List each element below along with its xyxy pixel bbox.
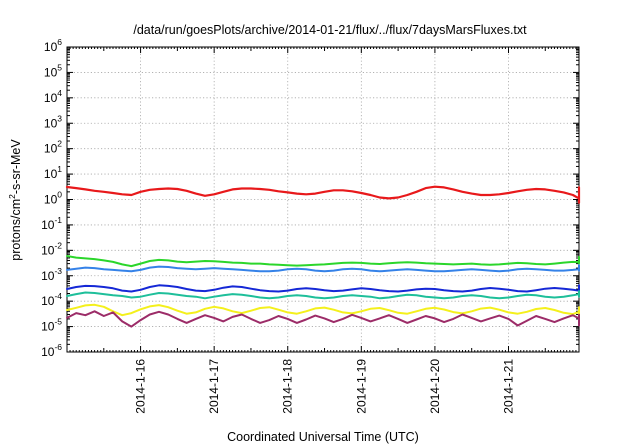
x-tick-label: 2014-1-20 bbox=[428, 359, 442, 414]
y-axis-ticks: 10-6 10-5 10-4 10-3 10-2 10-1 100 101 102 103 104 1… bbox=[41, 37, 579, 359]
y-tick-label: 10-5 bbox=[41, 317, 62, 334]
y-tick-label: 105 bbox=[44, 62, 62, 79]
y-tick-label: 104 bbox=[44, 88, 62, 105]
y-tick-label: 10-6 bbox=[41, 342, 62, 359]
y-axis-label-sup: 2 bbox=[7, 194, 17, 199]
x-tick-label: 2014-1-18 bbox=[281, 359, 295, 414]
y-tick-label: 101 bbox=[44, 164, 62, 181]
plot-series bbox=[65, 185, 581, 328]
x-axis-ticks: 2014-1-16 2014-1-17 2014-1-18 2014-1-19 2014… bbox=[69, 47, 577, 414]
series-line bbox=[66, 264, 580, 273]
x-tick-label: 2014-1-19 bbox=[354, 359, 368, 414]
series-line bbox=[66, 290, 580, 300]
y-tick-label: 106 bbox=[44, 37, 62, 54]
series-line bbox=[66, 255, 580, 268]
y-tick-label: 100 bbox=[44, 190, 62, 207]
x-tick-label: 2014-1-17 bbox=[207, 359, 221, 414]
chart-title: /data/run/goesPlots/archive/2014-01-21/f… bbox=[133, 23, 527, 37]
y-axis-label-rest: -s-sr-MeV bbox=[9, 139, 23, 195]
series-line bbox=[66, 310, 580, 328]
y-axis-label-main: protons/cm bbox=[9, 199, 23, 261]
series-line bbox=[65, 185, 581, 204]
y-tick-label: 102 bbox=[44, 139, 62, 156]
x-axis-label: Coordinated Universal Time (UTC) bbox=[227, 430, 419, 444]
y-tick-label: 10-2 bbox=[41, 240, 62, 257]
series-line bbox=[66, 303, 580, 317]
x-tick-label: 2014-1-16 bbox=[134, 359, 148, 414]
y-tick-label: 103 bbox=[44, 113, 62, 130]
y-axis-label: protons/cm2-s-sr-MeV bbox=[7, 139, 23, 261]
grid-lines bbox=[67, 47, 579, 352]
x-tick-label: 2014-1-21 bbox=[501, 359, 515, 414]
y-tick-label: 10-3 bbox=[41, 266, 62, 283]
series-line bbox=[66, 284, 580, 293]
y-tick-label: 10-4 bbox=[41, 291, 62, 308]
y-tick-label: 10-1 bbox=[41, 215, 62, 232]
